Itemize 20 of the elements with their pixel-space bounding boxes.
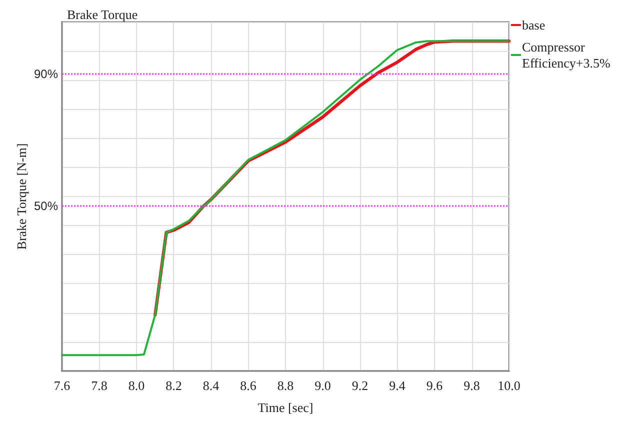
chart-title: Brake Torque [67,7,138,22]
x-tick-label: 9.6 [426,378,444,393]
y-axis-title: Brake Torque [N-m] [14,143,29,250]
x-tick-label: 8.2 [166,378,182,393]
x-tick-label: 9.4 [389,378,406,393]
ref-line-label: 90% [34,67,58,82]
x-tick-label: 8.8 [277,378,294,393]
x-tick-label: 7.6 [54,378,71,393]
x-tick-label: 8.0 [128,378,145,393]
x-tick-label: 10.0 [498,378,520,393]
x-tick-label: 9.0 [314,378,331,393]
x-axis-title: Time [sec] [258,400,314,415]
x-tick-label: 8.6 [240,378,257,393]
x-tick-label: 7.8 [91,378,108,393]
ref-line-label: 50% [34,199,58,214]
legend-label: Compressor Efficiency+3.5% [522,40,610,70]
x-tick-label: 9.2 [352,378,368,393]
x-tick-label: 8.4 [202,378,220,393]
x-tick-label: 9.8 [464,378,480,393]
legend-label: base [522,18,546,32]
